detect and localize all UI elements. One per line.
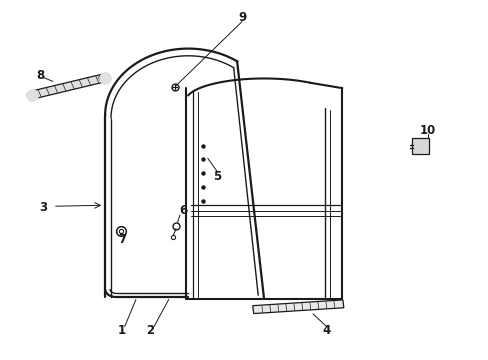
Text: 7: 7: [118, 233, 126, 246]
Text: 8: 8: [36, 69, 44, 82]
Polygon shape: [252, 300, 343, 314]
Text: 6: 6: [179, 204, 187, 217]
Text: 3: 3: [39, 201, 47, 213]
Polygon shape: [31, 74, 106, 99]
Text: 2: 2: [146, 324, 154, 337]
Text: 10: 10: [419, 124, 435, 137]
Text: 9: 9: [238, 11, 245, 24]
Text: 1: 1: [117, 324, 125, 337]
Text: 5: 5: [213, 170, 221, 183]
Text: 4: 4: [322, 324, 330, 337]
FancyBboxPatch shape: [411, 138, 428, 154]
